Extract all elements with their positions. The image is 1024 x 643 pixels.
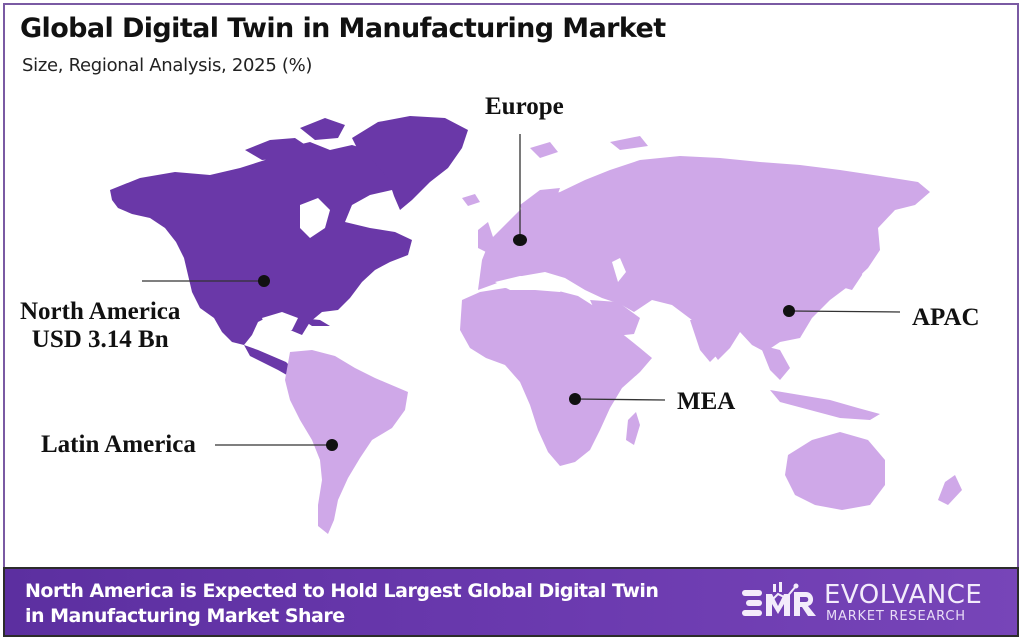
marker-mea	[569, 393, 581, 405]
label-europe: Europe	[485, 93, 564, 120]
label-apac: APAC	[912, 304, 980, 331]
label-north-america-name: North America	[20, 298, 181, 325]
region-north-america	[110, 116, 468, 378]
label-north-america: North America USD 3.14 Bn	[20, 298, 180, 354]
footer-banner: North America is Expected to Hold Larges…	[3, 567, 1019, 637]
caspian-sea	[612, 258, 626, 282]
south-america-shape	[285, 350, 408, 534]
label-mea: MEA	[677, 388, 736, 415]
eurasia-shape	[478, 156, 930, 360]
page-title: Global Digital Twin in Manufacturing Mar…	[20, 13, 666, 44]
hudson-bay	[300, 198, 330, 238]
marker-europe	[513, 234, 527, 246]
marker-north-america	[258, 275, 270, 287]
africa-shape	[460, 288, 652, 466]
page-subtitle: Size, Regional Analysis, 2025 (%)	[22, 55, 313, 76]
footer-headline: North America is Expected to Hold Larges…	[25, 580, 659, 627]
emr-logo-icon	[742, 582, 816, 616]
logo-name: EVOLVANCE	[824, 580, 983, 610]
gulf-of-mexico	[262, 312, 298, 334]
region-markers	[258, 234, 795, 451]
label-north-america-value: USD 3.14 Bn	[31, 326, 169, 353]
leader-lines	[142, 134, 901, 446]
marker-apac	[783, 305, 795, 317]
company-logo: EVOLVANCE MARKET RESEARCH	[740, 576, 1010, 630]
region-other	[285, 136, 962, 534]
mediterranean	[495, 276, 570, 292]
label-latin-america: Latin America	[41, 431, 196, 458]
logo-tagline: MARKET RESEARCH	[826, 609, 966, 624]
marker-latin-america	[326, 439, 338, 451]
world-map	[110, 116, 962, 534]
